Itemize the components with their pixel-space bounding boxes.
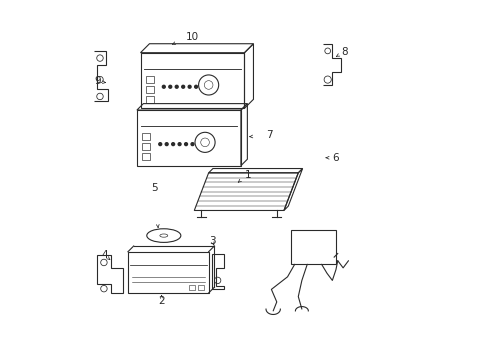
Text: 7: 7 (266, 130, 272, 140)
Text: 3: 3 (208, 236, 215, 246)
Circle shape (162, 85, 165, 88)
Circle shape (188, 85, 191, 88)
Circle shape (191, 143, 194, 145)
Bar (188, 285, 195, 290)
Circle shape (159, 143, 162, 145)
Text: 1: 1 (244, 170, 251, 180)
Circle shape (194, 85, 197, 88)
Text: 9: 9 (95, 76, 102, 86)
Circle shape (168, 85, 171, 88)
Circle shape (171, 143, 174, 145)
Text: 8: 8 (341, 46, 347, 57)
Text: 6: 6 (332, 153, 339, 163)
Text: 10: 10 (185, 32, 199, 41)
Circle shape (165, 143, 168, 145)
Circle shape (182, 85, 184, 88)
Text: 4: 4 (101, 250, 108, 260)
Bar (198, 285, 204, 290)
Circle shape (184, 143, 187, 145)
Circle shape (178, 143, 181, 145)
Circle shape (175, 85, 178, 88)
Text: 5: 5 (150, 183, 157, 193)
Text: 2: 2 (159, 296, 165, 306)
